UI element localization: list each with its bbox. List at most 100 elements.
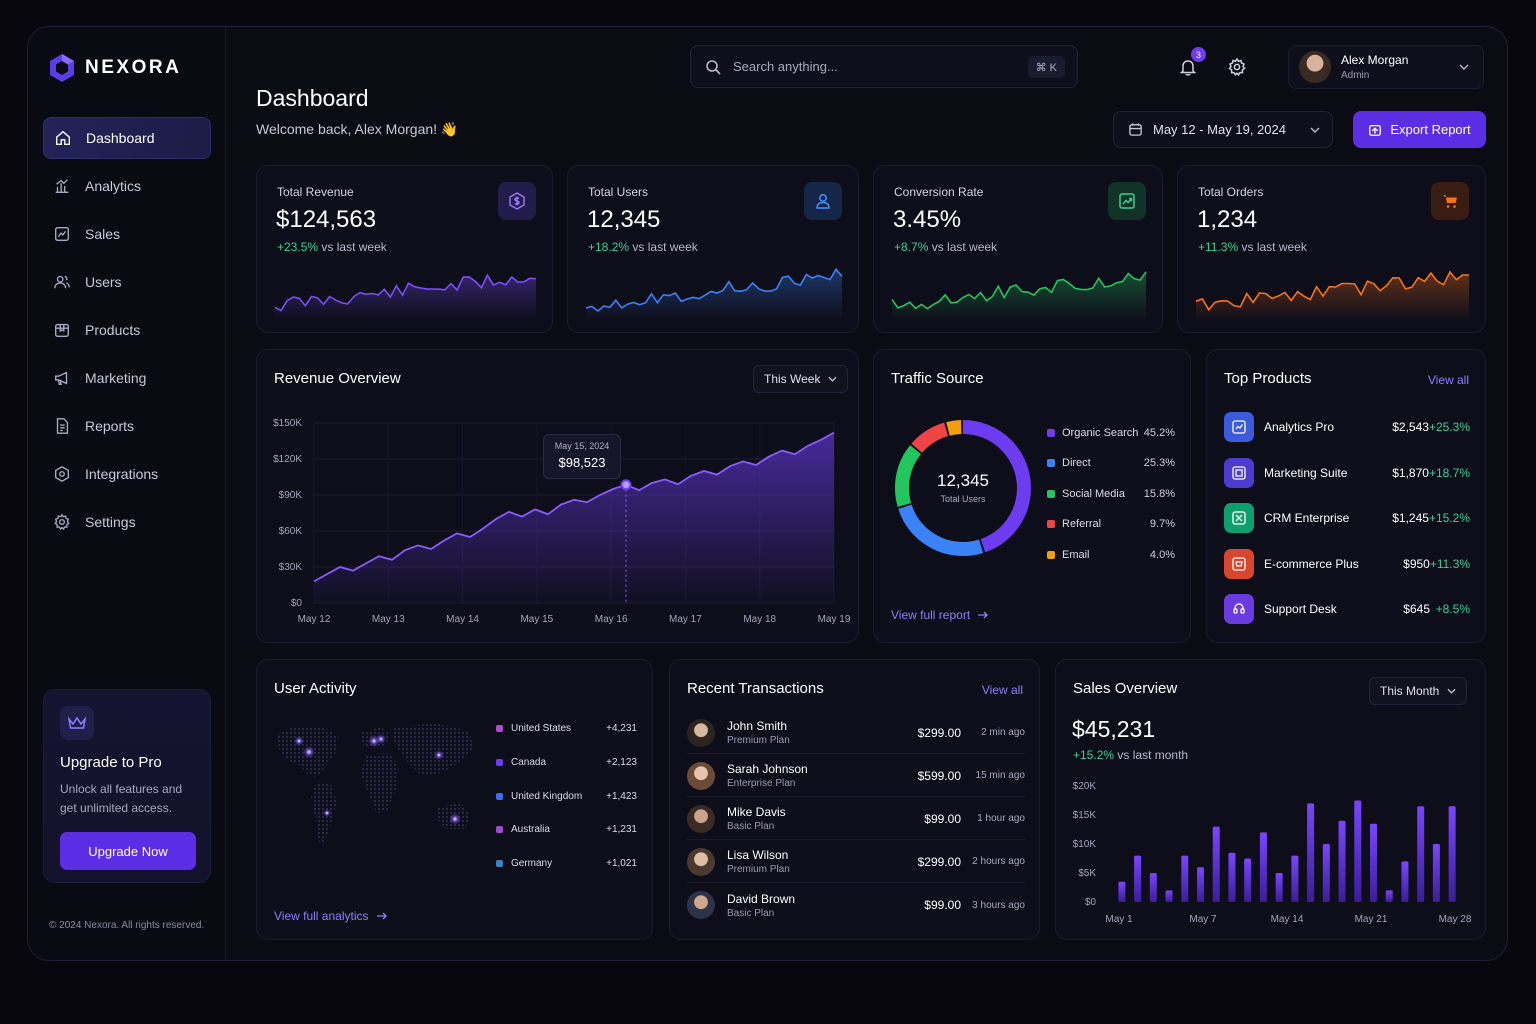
kpi-label: Total Orders: [1198, 185, 1264, 199]
sales-bar[interactable]: [1197, 867, 1204, 902]
kpi-card-conversion: Conversion Rate 3.45% +8.7% vs last week: [873, 165, 1163, 333]
transaction-amount: $599.00: [917, 768, 961, 783]
sales-bar[interactable]: [1385, 890, 1393, 902]
search-input[interactable]: [733, 59, 1013, 74]
legend-dot: [1047, 429, 1055, 437]
avatar: [1299, 51, 1331, 83]
sales-bar[interactable]: [1401, 861, 1409, 902]
sales-bar[interactable]: [1149, 873, 1157, 902]
dropdown-label: This Month: [1380, 684, 1440, 698]
product-row[interactable]: Support Desk $645 +8.5%: [1224, 593, 1470, 625]
sales-delta: +15.2% vs last month: [1073, 748, 1188, 762]
sparkline-area: [275, 275, 536, 321]
upgrade-card: Upgrade to Pro Unlock all features and g…: [43, 689, 211, 883]
sales-bar[interactable]: [1370, 823, 1377, 902]
sidebar-item-reports[interactable]: Reports: [43, 405, 211, 447]
transaction-row[interactable]: Lisa Wilson Premium Plan $299.00 2 hours …: [687, 841, 1025, 883]
sidebar-item-marketing[interactable]: Marketing: [43, 357, 211, 399]
country-name: Australia: [511, 823, 550, 835]
view-all-transactions-link[interactable]: View all: [981, 683, 1023, 697]
search-icon: [706, 59, 721, 75]
chevron-down-icon: [1459, 64, 1469, 70]
transaction-row[interactable]: David Brown Basic Plan $99.00 3 hours ago: [687, 884, 1025, 926]
donut-slice-social-media[interactable]: [895, 420, 1031, 556]
brand-logo[interactable]: NEXORA: [49, 53, 181, 83]
donut-slice-organic-search[interactable]: [895, 420, 1031, 556]
legend-dot: [1047, 459, 1055, 467]
transaction-row[interactable]: Mike Davis Basic Plan $99.00 1 hour ago: [687, 798, 1025, 840]
kpi-delta-value: +11.3%: [1198, 240, 1239, 254]
sales-period-dropdown[interactable]: This Month: [1369, 677, 1468, 705]
notification-bell-icon[interactable]: [1178, 57, 1198, 77]
sales-bar[interactable]: [1275, 873, 1283, 902]
legend-label: Social Media: [1062, 488, 1125, 500]
kpi-delta: +18.2% vs last week: [588, 240, 698, 254]
sidebar-item-sales[interactable]: Sales: [43, 213, 211, 255]
x-tick-label: May 15: [520, 614, 553, 625]
sidebar-item-products[interactable]: Products: [43, 309, 211, 351]
sales-bar[interactable]: [1259, 832, 1267, 902]
y-tick-label: $30K: [279, 562, 303, 573]
country-value: +1,423: [606, 790, 637, 802]
sidebar-item-integrations[interactable]: Integrations: [43, 453, 211, 495]
sales-bar[interactable]: [1417, 806, 1425, 902]
sales-bar[interactable]: [1354, 800, 1362, 903]
sales-overview-card: Sales Overview This Month $45,231 +15.2%…: [1055, 659, 1486, 940]
country-dot: [496, 758, 503, 766]
box-icon: [55, 323, 69, 337]
sales-bar[interactable]: [1291, 855, 1299, 902]
transaction-plan: Premium Plan: [727, 735, 790, 746]
product-row[interactable]: Marketing Suite $1,870 +18.7%: [1224, 457, 1470, 489]
sidebar-item-dashboard[interactable]: Dashboard: [43, 117, 211, 159]
date-range-picker[interactable]: May 12 - May 19, 2024: [1113, 111, 1333, 148]
hover-point[interactable]: [620, 479, 632, 491]
view-full-report-link[interactable]: View full report: [891, 608, 989, 622]
x-tick-label: May 13: [372, 614, 405, 625]
sales-bar[interactable]: [1212, 826, 1220, 902]
transaction-row[interactable]: Sarah Johnson Enterprise Plan $599.00 15 …: [687, 755, 1025, 797]
crown-icon: [60, 706, 94, 740]
sidebar-item-settings[interactable]: Settings: [43, 501, 211, 543]
card-title: Sales Overview: [1073, 680, 1178, 697]
recent-transactions-card: Recent Transactions View all John Smith P…: [669, 659, 1040, 940]
product-row[interactable]: E-commerce Plus $950 +11.3%: [1224, 548, 1470, 580]
sidebar-item-users[interactable]: Users: [43, 261, 211, 303]
y-tick-label: $90K: [279, 490, 303, 501]
donut-slice-direct[interactable]: [895, 420, 1031, 556]
product-row[interactable]: CRM Enterprise $1,245 +15.2%: [1224, 502, 1470, 534]
product-row[interactable]: Analytics Pro $2,543 +25.3%: [1224, 411, 1470, 443]
sales-bar[interactable]: [1448, 806, 1456, 902]
export-report-button[interactable]: Export Report: [1353, 111, 1486, 148]
transaction-row[interactable]: John Smith Premium Plan $299.00 2 min ago: [687, 712, 1025, 754]
sidebar-item-label: Analytics: [85, 178, 142, 194]
legend-dot: [1047, 490, 1055, 498]
revenue-period-dropdown[interactable]: This Week: [753, 365, 849, 393]
legend-value: 15.8%: [1143, 488, 1175, 500]
transaction-info: Lisa Wilson Premium Plan: [727, 848, 867, 875]
sales-bar[interactable]: [1338, 820, 1346, 902]
sales-bar[interactable]: [1307, 803, 1315, 902]
logo-icon: [50, 54, 74, 82]
view-all-products-link[interactable]: View all: [1427, 373, 1469, 387]
product-revenue: $2,543: [1392, 420, 1429, 434]
view-full-analytics-link[interactable]: View full analytics: [274, 909, 387, 923]
sales-bar[interactable]: [1165, 890, 1173, 902]
transaction-info: John Smith Premium Plan: [727, 719, 867, 746]
user-menu[interactable]: Alex Morgan Admin: [1288, 45, 1484, 89]
legend-value: 25.3%: [1143, 457, 1175, 469]
sales-bar[interactable]: [1244, 858, 1252, 903]
sales-bar[interactable]: [1228, 852, 1236, 902]
sidebar-item-analytics[interactable]: Analytics: [43, 165, 211, 207]
card-title: Recent Transactions: [687, 680, 824, 697]
upgrade-button[interactable]: Upgrade Now: [60, 832, 196, 870]
sales-bar[interactable]: [1322, 844, 1330, 902]
kpi-value: $124,563: [276, 206, 377, 233]
search-bar[interactable]: ⌘ K: [690, 45, 1078, 88]
sales-bar[interactable]: [1134, 855, 1142, 902]
settings-gear-icon[interactable]: [1227, 57, 1247, 77]
sales-bar[interactable]: [1118, 881, 1126, 902]
legend-label: Direct: [1062, 457, 1091, 469]
sales-bar[interactable]: [1181, 855, 1189, 902]
transaction-plan: Basic Plan: [727, 907, 775, 919]
sales-bar[interactable]: [1432, 844, 1440, 902]
